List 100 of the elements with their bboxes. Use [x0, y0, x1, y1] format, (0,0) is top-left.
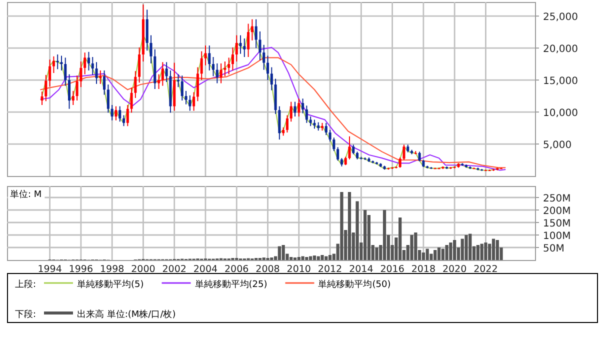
candlestick — [328, 129, 332, 142]
candlestick — [110, 104, 114, 121]
x-tick-label: 2016 — [380, 264, 404, 275]
candlestick — [122, 114, 126, 127]
x-tick-label: 2000 — [131, 264, 156, 275]
candlestick — [336, 146, 340, 162]
bar — [460, 238, 464, 260]
candlestick — [64, 57, 67, 86]
bar — [297, 257, 300, 260]
bar — [348, 192, 352, 260]
candlestick — [220, 62, 222, 84]
candlestick — [235, 34, 238, 62]
bar — [468, 234, 472, 260]
candlestick — [103, 70, 106, 96]
candlestick — [165, 62, 168, 82]
candlestick — [398, 156, 402, 168]
candlestick — [72, 90, 74, 106]
candlestick — [418, 151, 421, 162]
candlestick — [146, 9, 148, 52]
candlestick — [52, 56, 55, 74]
candlestick — [286, 114, 288, 133]
candlestick — [247, 23, 250, 58]
candlestick — [138, 46, 141, 84]
legend-title: 下段: — [15, 309, 36, 320]
y-tick-label: 250M — [543, 194, 571, 204]
candlestick — [231, 46, 234, 71]
candlestick — [302, 98, 304, 114]
candlestick — [239, 34, 242, 54]
bar — [492, 238, 496, 260]
candlestick — [192, 92, 196, 112]
candlestick — [87, 51, 90, 71]
bar — [375, 248, 378, 260]
y-tick-label: 20,000 — [543, 44, 578, 56]
candlestick — [258, 30, 262, 61]
legend-label: 出来高 単位:(M株/口/枚) — [77, 309, 176, 320]
candlestick — [150, 34, 152, 64]
bar — [426, 248, 429, 260]
candlestick — [290, 101, 292, 122]
legend-title: 上段: — [15, 279, 36, 290]
x-tick-label: 2004 — [193, 264, 218, 275]
candlestick — [228, 57, 230, 75]
candlestick — [60, 55, 63, 71]
x-tick-label: 2022 — [474, 264, 498, 275]
bar — [422, 252, 425, 260]
legend-label: 単純移動平均(25) — [194, 279, 268, 290]
candlestick — [243, 38, 246, 58]
candlestick — [118, 106, 122, 122]
candlestick — [95, 62, 98, 84]
candlestick — [44, 74, 48, 102]
candlestick — [130, 87, 133, 114]
candlestick — [106, 84, 110, 114]
x-tick-label: 2014 — [349, 264, 374, 275]
y-tick-label: 150M — [543, 218, 571, 230]
candlestick — [262, 44, 266, 70]
y-tick-label: 50M — [543, 244, 564, 254]
y-tick-label: 10,000 — [543, 108, 578, 120]
candlestick — [48, 59, 52, 87]
x-tick-label: 2008 — [256, 264, 280, 275]
candlestick — [180, 75, 184, 102]
bar — [410, 235, 414, 260]
candlestick — [212, 56, 215, 77]
candlestick — [196, 66, 199, 102]
annotation: 単位: M — [10, 189, 42, 200]
x-tick-label: 2006 — [224, 264, 249, 275]
candlestick — [204, 45, 207, 66]
candlestick — [332, 137, 336, 152]
bar — [434, 250, 437, 260]
bar — [356, 201, 359, 260]
x-tick-label: 2018 — [411, 264, 436, 275]
bar — [476, 245, 480, 260]
bar — [480, 244, 484, 260]
bar — [398, 218, 402, 260]
candlestick — [188, 94, 192, 112]
candlestick — [76, 75, 78, 102]
x-tick-label: 1994 — [38, 264, 62, 275]
candlestick — [184, 90, 188, 105]
bar — [496, 240, 499, 260]
bar — [320, 255, 324, 260]
bar — [312, 256, 316, 260]
bar — [282, 245, 285, 260]
candlestick — [176, 74, 180, 88]
candlestick — [294, 101, 296, 118]
candlestick — [402, 144, 406, 161]
candlestick — [266, 55, 270, 81]
candlestick — [254, 18, 258, 49]
candlestick — [352, 144, 355, 155]
candlestick — [298, 98, 300, 118]
candlestick — [126, 104, 129, 127]
candlestick — [224, 60, 226, 77]
bar — [484, 242, 488, 260]
candlestick — [161, 62, 164, 86]
legend-label: 単純移動平均(50) — [318, 279, 391, 290]
x-tick-label: 1998 — [100, 264, 124, 275]
candlestick — [80, 60, 82, 88]
bar — [437, 248, 441, 260]
y-tick-label: 100M — [543, 231, 571, 242]
bar — [328, 255, 332, 260]
bar — [464, 235, 468, 260]
y-tick-label: 200M — [543, 206, 571, 217]
y-tick-label: 5,000 — [543, 140, 572, 152]
